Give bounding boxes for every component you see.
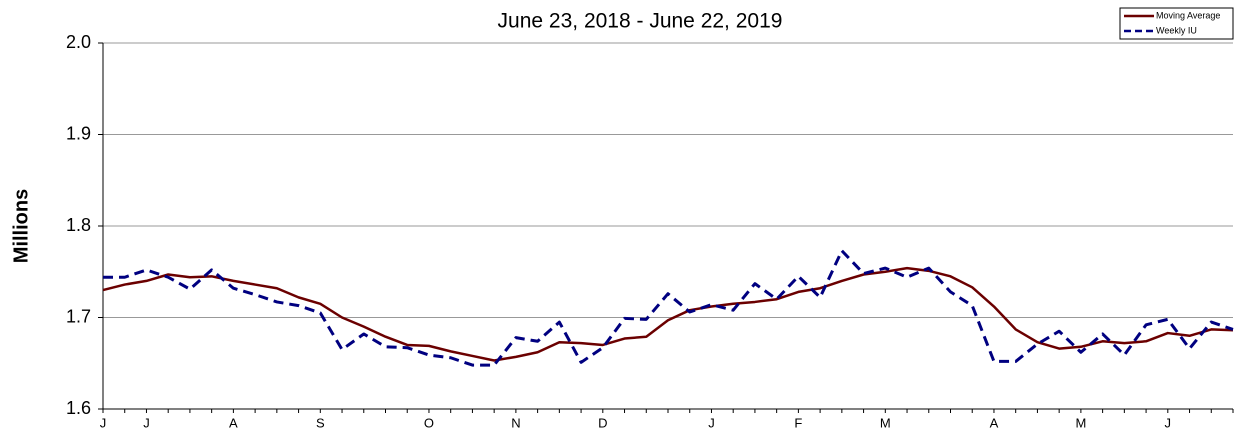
- legend-box: [1119, 7, 1234, 40]
- x-tick-label: J: [708, 415, 715, 430]
- x-tick-label: J: [100, 415, 107, 430]
- legend-label: Moving Average: [1156, 10, 1220, 20]
- x-tick-label: N: [511, 415, 520, 430]
- y-tick-label: 1.8: [66, 215, 91, 235]
- x-tick-label: J: [1165, 415, 1172, 430]
- x-tick-label: S: [316, 415, 325, 430]
- x-tick-label: F: [794, 415, 802, 430]
- x-tick-label: A: [229, 415, 238, 430]
- y-axis-label: Millions: [10, 189, 32, 263]
- y-tick-label: 2.0: [66, 32, 91, 52]
- x-tick-label: O: [424, 415, 434, 430]
- x-tick-label: D: [598, 415, 607, 430]
- y-tick-label: 1.6: [66, 398, 91, 418]
- y-tick-label: 1.7: [66, 306, 91, 326]
- x-tick-label: J: [143, 415, 150, 430]
- series-line: [102, 266, 1234, 362]
- legend: Moving Average Weekly IU: [1119, 7, 1234, 40]
- x-tick-label: M: [1075, 415, 1086, 430]
- x-tick-label: M: [880, 415, 891, 430]
- x-tick-label: A: [990, 415, 999, 430]
- series-line: [103, 249, 1234, 367]
- y-tick-label: 1.9: [66, 123, 91, 143]
- legend-label: Weekly IU: [1156, 25, 1197, 35]
- chart-title: June 23, 2018 - June 22, 2019: [498, 10, 783, 33]
